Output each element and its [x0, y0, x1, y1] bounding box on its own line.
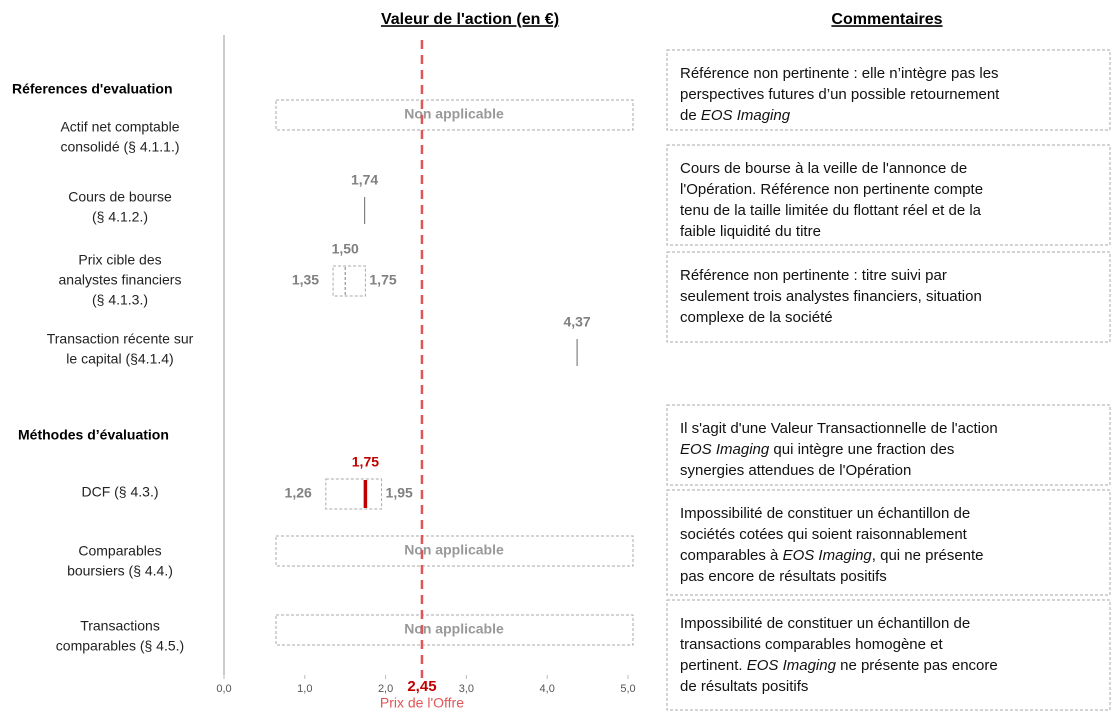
comment-box [666, 144, 1111, 246]
comment-text: Impossibilité de constituer un échantill… [680, 615, 970, 632]
comment-text: tenu de la taille limitée du flottant ré… [680, 202, 982, 219]
comment-line: EOS Imaging qui intègre une fraction des [680, 441, 954, 458]
value-label: 1,74 [351, 172, 378, 188]
comment-text: synergies attendues de l'Opération [680, 462, 911, 479]
row-label: analystes financiers [59, 272, 182, 288]
x-tick-label: 0,0 [216, 683, 231, 695]
na-box [275, 614, 634, 646]
comment-text: Référence non pertinente : elle n’intègr… [680, 65, 999, 82]
comment-text: Impossibilité de constituer un échantill… [680, 505, 970, 522]
x-tick-label: 4,0 [540, 683, 555, 695]
na-label: Non applicable [404, 621, 504, 637]
comment-line: sociétés cotées qui soient raisonnableme… [680, 526, 968, 543]
comment-text: comparables à [680, 547, 783, 564]
row-label: Comparables [78, 543, 161, 559]
comment-line: faible liquidité du titre [680, 223, 821, 240]
comment-text: transactions comparables homogène et [680, 636, 943, 653]
comment-line: de EOS Imaging [680, 107, 791, 124]
comments-title: Commentaires [831, 11, 942, 28]
comment-text: Référence non pertinente : titre suivi p… [680, 267, 947, 284]
comment-line: tenu de la taille limitée du flottant ré… [680, 202, 982, 219]
comment-text: qui intègre une fraction des [769, 441, 954, 458]
row-label: DCF (§ 4.3.) [81, 484, 158, 500]
comment-text: ne présente pas encore [836, 657, 998, 674]
mid-label: 1,50 [332, 241, 359, 257]
high-label: 1,75 [369, 272, 396, 288]
comment-line: l'Opération. Référence non pertinente co… [680, 181, 983, 198]
comment-text: pas encore de résultats positifs [680, 568, 887, 585]
x-tick-label: 2,0 [378, 683, 393, 695]
row-label: Actif net comptable [60, 119, 179, 135]
comment-text: EOS Imaging [747, 657, 837, 674]
na-box [275, 535, 634, 567]
comment-line: comparables à EOS Imaging, qui ne présen… [680, 547, 984, 564]
comment-line: de résultats positifs [680, 678, 808, 695]
comment-text: Cours de bourse à la veille de l'annonce… [680, 160, 967, 177]
offer-label: Prix de l'Offre [380, 695, 464, 711]
comment-box [666, 251, 1111, 343]
comment-text: complexe de la société [680, 309, 833, 326]
high-label: 1,95 [386, 485, 413, 501]
comment-line: Référence non pertinente : titre suivi p… [680, 267, 947, 284]
comment-line: Il s'agit d'une Valeur Transactionnelle … [680, 420, 998, 437]
row-label: boursiers (§ 4.4.) [67, 563, 173, 579]
section-header: Méthodes d’évaluation [18, 427, 169, 443]
comment-box [666, 599, 1111, 711]
na-label: Non applicable [404, 106, 504, 122]
x-tick-label: 5,0 [620, 683, 635, 695]
value-label: 4,37 [563, 314, 590, 330]
row-label: comparables (§ 4.5.) [56, 638, 184, 654]
x-tick-label: 3,0 [459, 683, 474, 695]
comment-box [666, 404, 1111, 486]
mid-label: 1,75 [352, 454, 379, 470]
row-label: Prix cible des [78, 252, 161, 268]
comment-text: seulement trois analystes financiers, si… [680, 288, 982, 305]
low-label: 1,26 [285, 485, 312, 501]
comment-text: de résultats positifs [680, 678, 808, 695]
comment-text: EOS Imaging [783, 547, 873, 564]
comment-text: pertinent. [680, 657, 747, 674]
comment-line: Référence non pertinente : elle n’intègr… [680, 65, 999, 82]
na-label: Non applicable [404, 542, 504, 558]
comment-text: l'Opération. Référence non pertinente co… [680, 181, 983, 198]
x-tick-label: 1,0 [297, 683, 312, 695]
section-header: Réferences d'evaluation [12, 81, 173, 97]
comment-text: EOS Imaging [701, 107, 791, 124]
comment-text: Il s'agit d'une Valeur Transactionnelle … [680, 420, 998, 437]
comment-line: transactions comparables homogène et [680, 636, 943, 653]
comment-line: Impossibilité de constituer un échantill… [680, 505, 970, 522]
comment-text: , qui ne présente [872, 547, 984, 564]
row-label: Cours de bourse [68, 189, 172, 205]
comment-line: seulement trois analystes financiers, si… [680, 288, 982, 305]
row-label: (§ 4.1.2.) [92, 209, 148, 225]
offer-value-label: 2,45 [407, 678, 436, 695]
comment-line: Impossibilité de constituer un échantill… [680, 615, 970, 632]
range-box [332, 265, 366, 297]
row-label: le capital (§4.1.4) [66, 351, 173, 367]
comment-text: faible liquidité du titre [680, 223, 821, 240]
comment-line: perspectives futures d’un possible retou… [680, 86, 1000, 103]
comment-line: pertinent. EOS Imaging ne présente pas e… [680, 657, 998, 674]
range-box [325, 478, 383, 510]
row-label: Transactions [80, 618, 160, 634]
low-label: 1,35 [292, 272, 319, 288]
comment-line: Cours de bourse à la veille de l'annonce… [680, 160, 967, 177]
comment-text: de [680, 107, 701, 124]
comment-line: synergies attendues de l'Opération [680, 462, 911, 479]
na-box [275, 99, 634, 131]
row-label: (§ 4.1.3.) [92, 292, 148, 308]
comment-line: complexe de la société [680, 309, 833, 326]
comment-box [666, 489, 1111, 596]
row-label: Transaction récente sur [47, 331, 194, 347]
comment-text: sociétés cotées qui soient raisonnableme… [680, 526, 968, 543]
chart-title: Valeur de l'action (en €) [381, 11, 559, 28]
row-label: consolidé (§ 4.1.1.) [60, 139, 179, 155]
comment-text: EOS Imaging [680, 441, 770, 458]
comment-text: perspectives futures d’un possible retou… [680, 86, 1000, 103]
comment-box [666, 49, 1111, 131]
comment-line: pas encore de résultats positifs [680, 568, 887, 585]
